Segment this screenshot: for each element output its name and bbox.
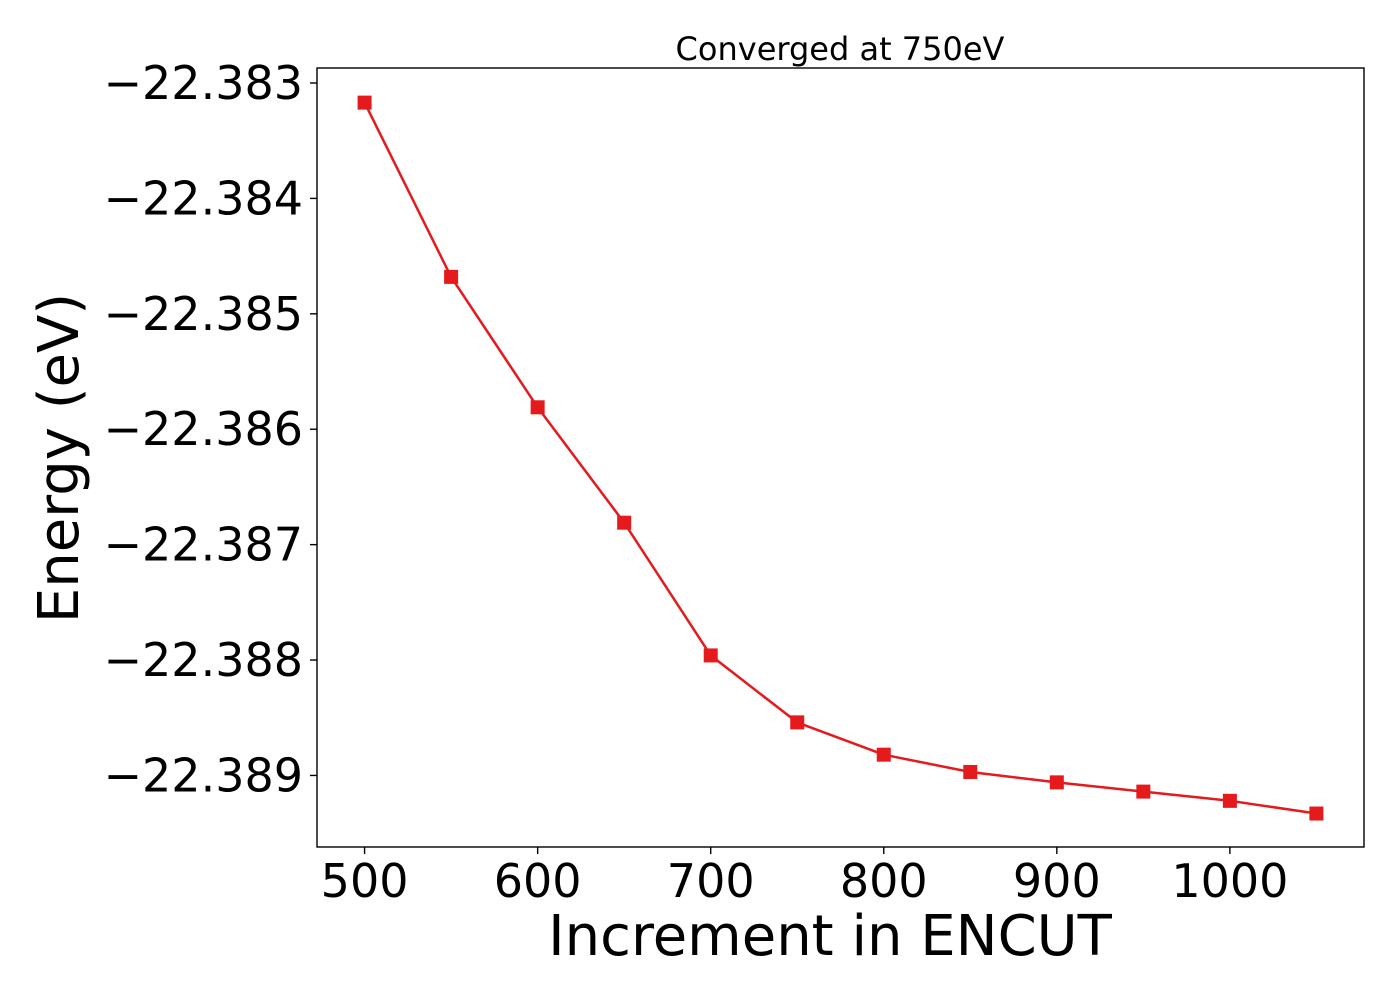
y-tick-label: −22.384: [104, 171, 304, 225]
y-tick-label: −22.387: [104, 518, 304, 572]
data-point-marker: [1049, 775, 1064, 790]
data-point-marker: [1222, 793, 1237, 808]
x-tick-label: 500: [321, 854, 409, 908]
y-tick-label: −22.385: [104, 287, 304, 341]
data-point-marker: [617, 515, 632, 530]
plot-frame: [316, 67, 1365, 848]
y-tick-label: −22.388: [104, 633, 304, 687]
x-tick-label: 900: [1013, 854, 1101, 908]
data-point-marker: [1136, 784, 1151, 799]
data-point-marker: [357, 95, 372, 110]
x-axis-title: Increment in ENCUT: [548, 904, 1113, 969]
data-point-marker: [444, 269, 459, 284]
y-tick-label: −22.386: [104, 402, 304, 456]
plot-area: [316, 67, 1365, 848]
x-axis-ticks: 500 600 700 800 900 1000: [321, 847, 1288, 908]
x-tick-label: 700: [667, 854, 755, 908]
x-tick-label: 800: [840, 854, 928, 908]
data-point-marker: [530, 400, 545, 415]
series-group: [357, 95, 1324, 821]
chart-title: Converged at 750eV: [676, 30, 1005, 68]
data-point-marker: [963, 764, 978, 779]
data-point-marker: [790, 715, 805, 730]
x-tick-label: 1000: [1171, 854, 1288, 908]
series-line: [363, 102, 1317, 815]
y-tick-label: −22.383: [104, 56, 304, 110]
data-point-marker: [876, 747, 891, 762]
x-tick-label: 600: [494, 854, 582, 908]
y-axis-title: Energy (eV): [27, 293, 92, 623]
data-point-marker: [703, 648, 718, 663]
y-axis-ticks: −22.383 −22.384 −22.385 −22.386 −22.387 −22.3…: [104, 56, 317, 802]
y-tick-label: −22.389: [104, 748, 304, 802]
data-point-marker: [1309, 806, 1324, 821]
